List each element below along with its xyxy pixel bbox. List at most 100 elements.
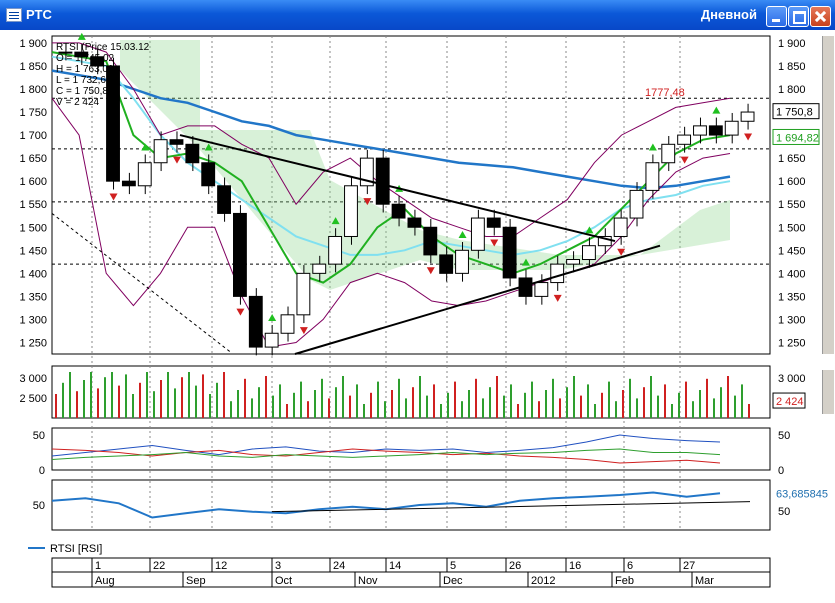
month-tick-label: Sep: [186, 575, 206, 587]
price-tick-right: 1 850: [778, 61, 806, 73]
volume-tick-right: 3 000: [778, 373, 806, 385]
candle-body: [90, 56, 105, 67]
rsi-layer: [51, 491, 751, 519]
price-scrollbar[interactable]: [822, 36, 834, 354]
candle-body: [724, 120, 739, 136]
price-tick-left: 1 250: [19, 337, 47, 349]
fractal-down-arrow: [426, 267, 435, 275]
osc-tick-right: 50: [778, 430, 790, 442]
date-tick-label: 3: [275, 560, 281, 572]
timeframe-label[interactable]: Дневной: [700, 7, 757, 22]
high-annotation: 1777,48: [645, 87, 685, 99]
candle-body: [740, 111, 755, 122]
price-tick-left: 1 500: [19, 222, 47, 234]
chart-area[interactable]: 1 900 1 900 1 850 1 850 1 800 1 800 1 750 1 750…: [0, 30, 835, 603]
price-tick-right: 1 800: [778, 84, 806, 96]
fractal-down-arrow: [680, 156, 689, 164]
candle-body: [693, 125, 707, 136]
candle-body: [470, 217, 485, 251]
candle-body: [248, 295, 263, 348]
date-tick-label: 1: [95, 560, 101, 572]
candle-body: [629, 189, 644, 219]
fractal-up-arrow: [458, 231, 467, 239]
price-tick-left: 1 400: [19, 268, 47, 280]
fractal-up-arrow: [268, 313, 277, 321]
date-tick-label: 12: [215, 560, 227, 572]
candle-body: [328, 235, 343, 265]
fractal-up-arrow: [331, 217, 340, 225]
candle-body: [534, 282, 549, 297]
maximize-button[interactable]: [788, 6, 809, 27]
chart-canvas[interactable]: 1 900 1 900 1 850 1 850 1 800 1 800 1 750 1 750…: [0, 30, 835, 603]
price-tick-right: 1 250: [778, 337, 806, 349]
info-box-line1: RTSI (Price 15.03.12: [56, 42, 150, 53]
price-tick-left: 1 600: [19, 176, 47, 188]
price-tick-left: 1 900: [19, 38, 47, 50]
info-box-line5: C = 1 750,8: [56, 86, 108, 97]
candle-body: [613, 217, 628, 237]
candle-body: [423, 226, 438, 256]
fractal-up-arrow: [712, 106, 721, 114]
candle-body: [344, 185, 358, 237]
candle-body: [455, 249, 469, 274]
rsi-tick-right: 50: [778, 506, 790, 518]
candle-body: [312, 263, 327, 274]
trendline-upper: [179, 134, 616, 243]
info-box-line6: V = 2 424: [56, 97, 100, 108]
candle-body: [153, 139, 168, 164]
candle-body: [391, 203, 406, 219]
price-tick-left: 1 750: [19, 107, 47, 119]
candle-body: [486, 217, 501, 228]
osc-tick-right: 0: [778, 465, 784, 477]
price-layer: [51, 32, 755, 356]
rsi-tick-left: 50: [33, 500, 45, 512]
last-price-box: [772, 103, 820, 120]
month-tick-label: Oct: [275, 575, 292, 587]
volume-last-value: 2 424: [776, 396, 804, 408]
candle-body: [217, 185, 232, 214]
month-tick-label: Mar: [695, 575, 714, 587]
price-tick-right: 1 350: [778, 291, 806, 303]
oscillator-line: [51, 448, 721, 464]
secondary-price-marker: 1 694,82: [776, 132, 819, 144]
fractal-down-arrow: [172, 156, 181, 164]
fractal-down-arrow: [363, 198, 372, 206]
date-tick-label: 27: [683, 560, 695, 572]
date-tick-label: 14: [389, 560, 401, 572]
price-tick-left: 1 550: [19, 199, 47, 211]
price-tick-right: 1 400: [778, 268, 806, 280]
chart-window-icon: [6, 8, 22, 22]
fractal-up-arrow: [521, 258, 530, 266]
price-tick-right: 1 550: [778, 199, 806, 211]
minimize-button[interactable]: [766, 6, 787, 27]
price-tick-right: 1 650: [778, 153, 806, 165]
price-tick-left: 1 850: [19, 61, 47, 73]
bollinger-lower: [51, 97, 731, 348]
fractal-down-arrow: [299, 327, 308, 335]
candle-body: [550, 263, 565, 284]
month-tick-label: Aug: [95, 575, 115, 587]
price-tick-left: 1 800: [19, 84, 47, 96]
candle-body: [296, 272, 311, 316]
candle-body: [407, 217, 422, 228]
candle-body: [708, 125, 723, 136]
fractal-down-arrow: [236, 308, 245, 316]
candle-body: [645, 162, 660, 191]
fractal-down-arrow: [490, 239, 499, 247]
moving-average-200: [51, 69, 731, 190]
candle-body: [566, 259, 580, 265]
title-bar: РТС Дневной: [0, 0, 835, 30]
volume-last-box: [772, 392, 806, 409]
month-tick-label: Nov: [358, 575, 378, 587]
fractal-down-arrow: [617, 248, 626, 256]
price-tick-left: 1 700: [19, 130, 47, 142]
candle-body: [137, 162, 152, 187]
last-price-marker: 1 750,8: [776, 107, 813, 119]
window-title: РТС: [26, 7, 52, 22]
fractal-down-arrow: [553, 294, 562, 302]
volume-tick-left: 2 500: [19, 393, 47, 405]
volume-scrollbar[interactable]: [822, 370, 834, 414]
oscillator-line: [51, 434, 721, 457]
close-button[interactable]: [810, 6, 831, 27]
month-tick-label: Dec: [443, 575, 463, 587]
